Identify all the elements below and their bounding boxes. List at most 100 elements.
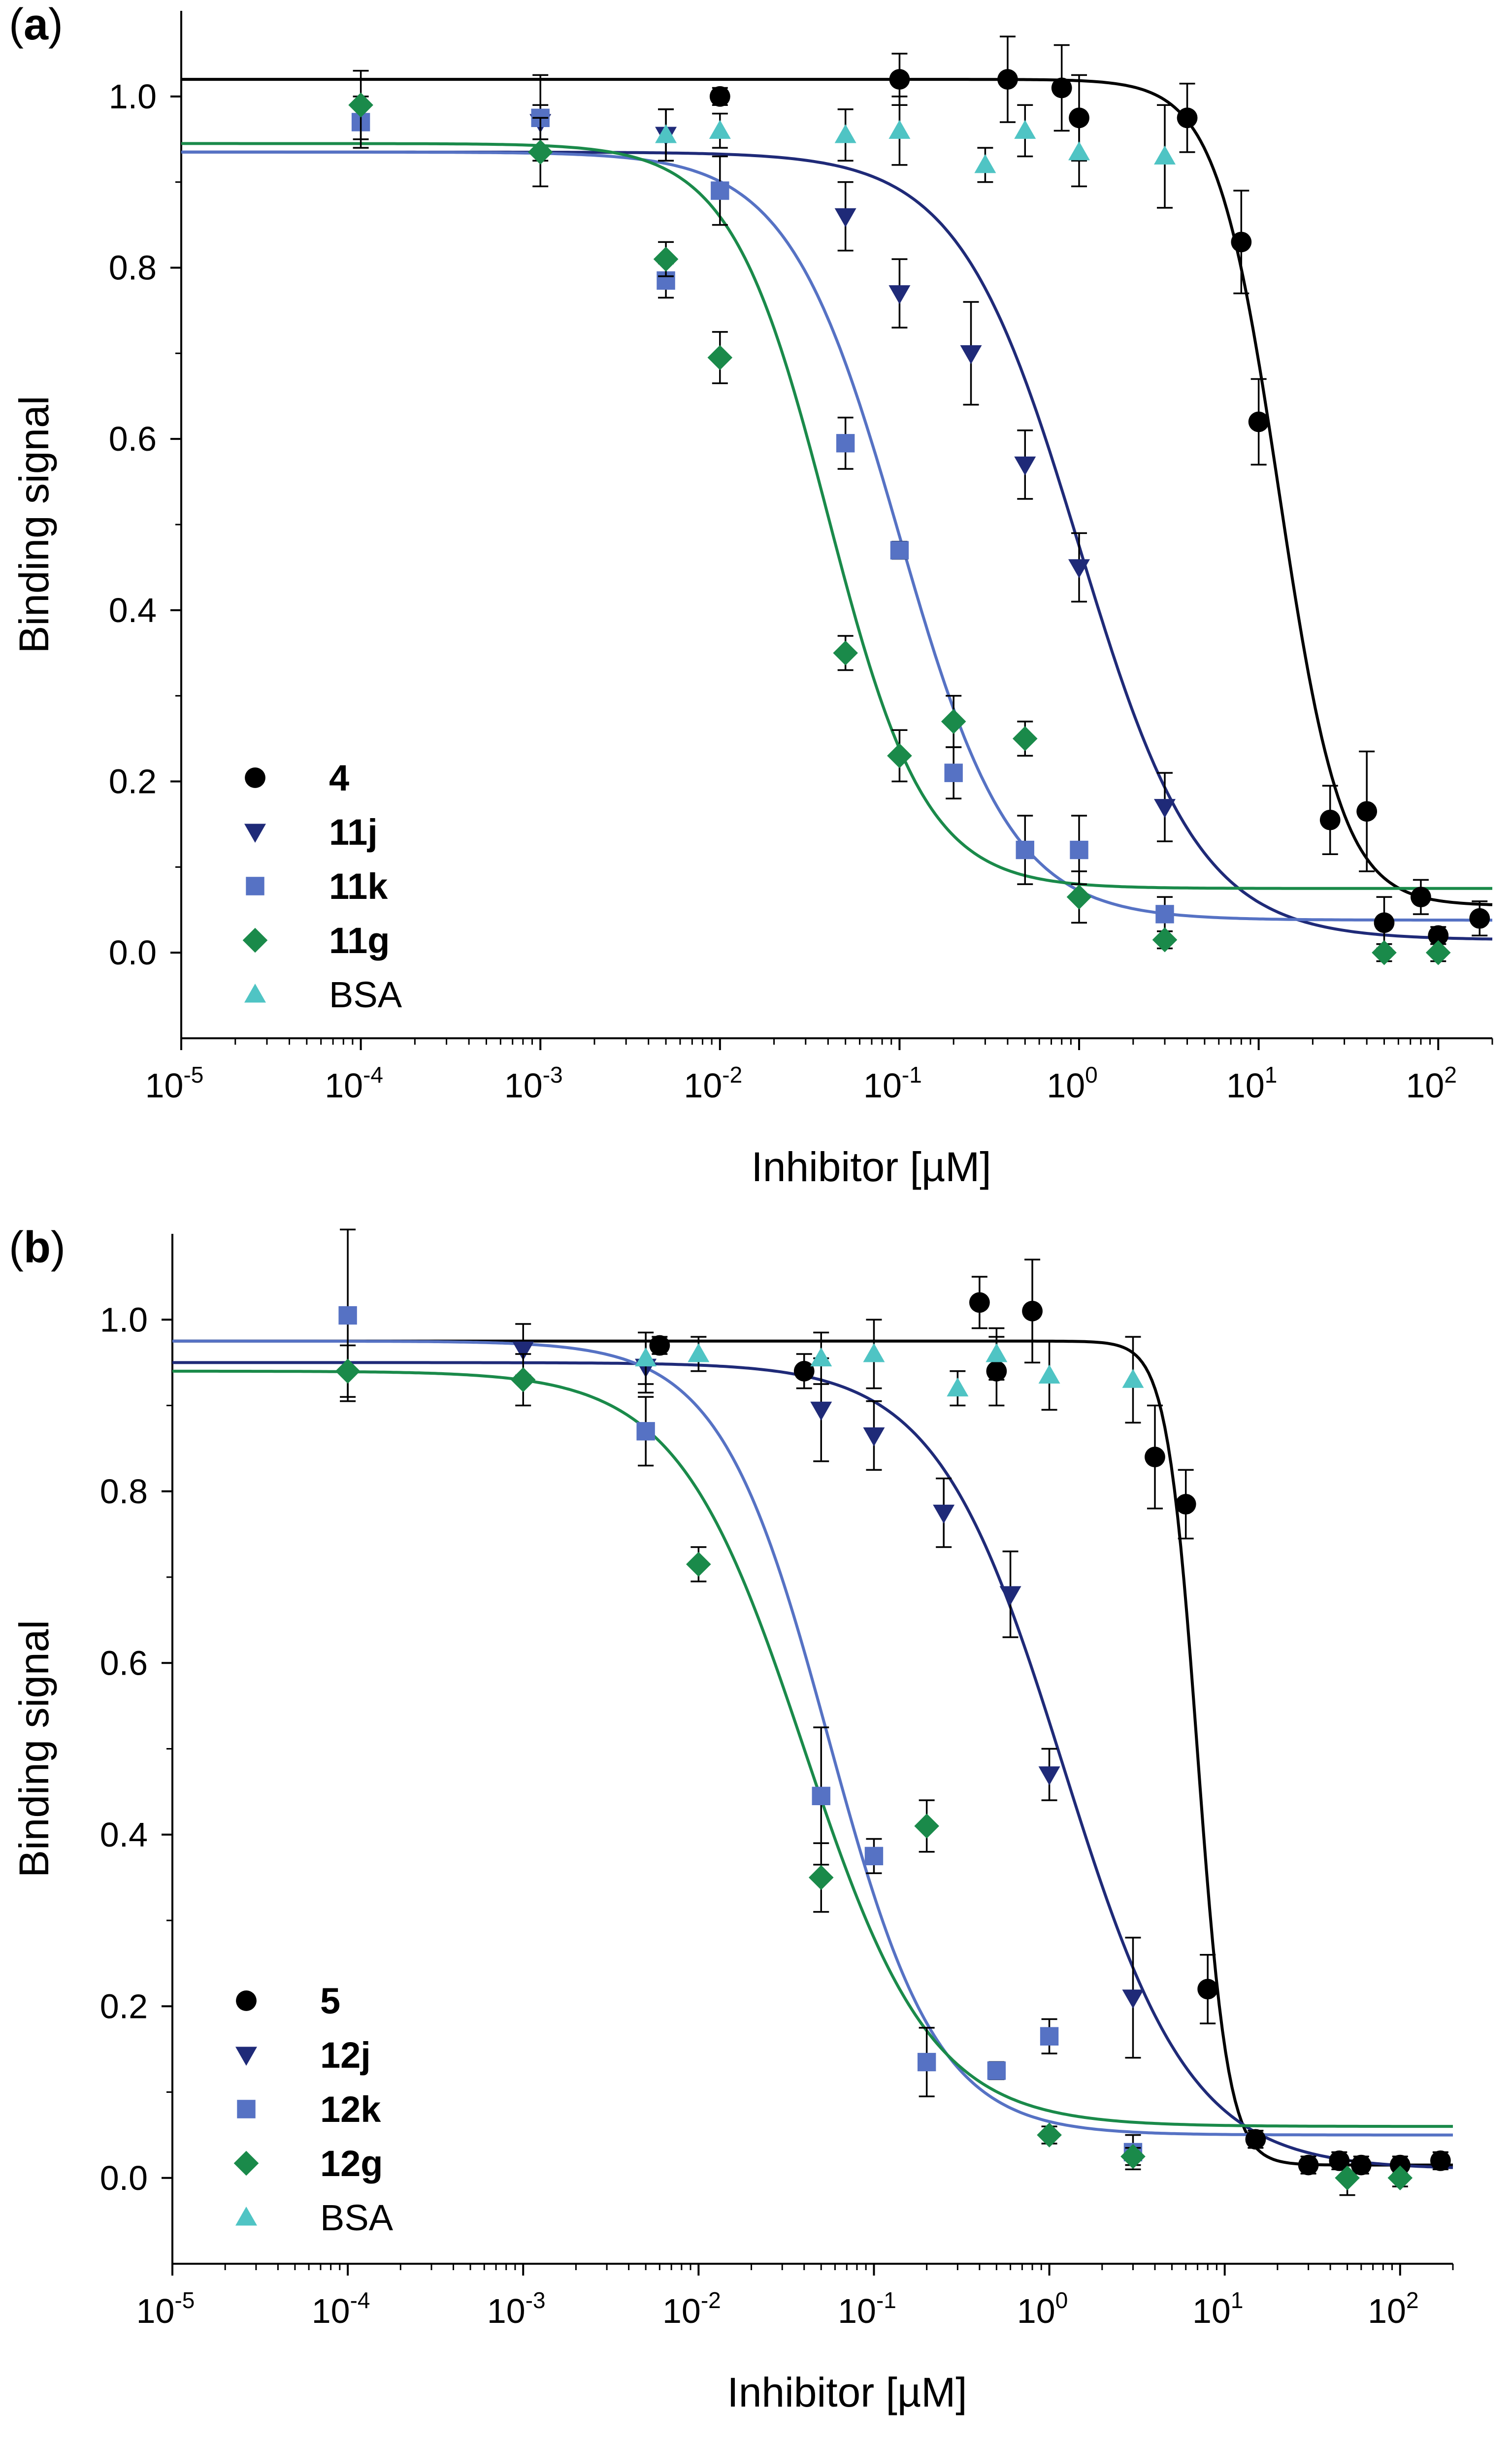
data-point-12k	[917, 2052, 936, 2072]
data-point-5	[1298, 2154, 1319, 2176]
data-point-12g	[1387, 2165, 1413, 2191]
data-point-5	[793, 1360, 815, 1382]
data-point-12g	[1037, 2122, 1062, 2148]
fit-curve-12j	[172, 1361, 1453, 2169]
data-point-11g	[707, 345, 733, 370]
data-point-5	[1350, 2154, 1372, 2176]
x-tick-base: 10	[325, 1066, 363, 1105]
x-tick-label: 10-4	[325, 1062, 383, 1105]
data-point-5	[1175, 1493, 1196, 1515]
x-tick-exponent: -5	[183, 1062, 203, 1088]
x-tick-label: 10-5	[136, 2287, 195, 2330]
x-tick-label: 10-1	[863, 1062, 922, 1105]
data-point-BSA	[709, 120, 731, 139]
fit-curve-12g	[172, 1369, 1453, 2128]
x-tick-label: 101	[1192, 2287, 1243, 2330]
x-tick-base: 10	[312, 2292, 350, 2330]
x-tick-base: 10	[145, 1066, 184, 1105]
x-tick-exponent: 0	[1085, 1062, 1098, 1088]
y-tick-label: 0.6	[109, 420, 157, 458]
data-point-5	[649, 1335, 670, 1356]
data-point-11k	[1016, 840, 1034, 859]
data-point-11g	[1372, 940, 1397, 965]
data-point-5	[1145, 1447, 1165, 1467]
x-tick-base: 10	[863, 1066, 902, 1105]
data-point-12j	[933, 1504, 955, 1524]
x-tick-label: 101	[1226, 1062, 1277, 1105]
data-point-4	[1177, 107, 1198, 129]
legend-label-12k: 12k	[320, 2089, 381, 2130]
x-tick-base: 10	[1192, 2292, 1231, 2330]
x-tick-exponent: -4	[350, 2287, 370, 2313]
x-tick-label: 10-3	[504, 1062, 563, 1105]
data-point-BSA	[863, 1343, 885, 1362]
x-tick-exponent: -2	[722, 1062, 742, 1088]
y-tick-label: 0.4	[100, 1816, 148, 1854]
data-point-11j	[1153, 799, 1176, 818]
data-point-BSA	[1068, 141, 1090, 161]
data-point-12j	[810, 1401, 832, 1421]
data-point-5	[1022, 1300, 1043, 1322]
y-tick-label: 0.8	[100, 1472, 148, 1511]
y-tick-label: 0.8	[109, 249, 157, 287]
x-tick-exponent: -3	[543, 1062, 563, 1088]
data-point-BSA	[947, 1377, 969, 1397]
data-point-11j	[960, 345, 982, 364]
data-point-BSA	[1153, 145, 1176, 165]
panel-label-paren: (	[9, 0, 24, 49]
data-point-BSA	[655, 124, 677, 143]
legend-marker-BSA	[244, 984, 266, 1003]
data-point-BSA	[1122, 1369, 1144, 1388]
x-tick-label: 10-2	[684, 1062, 742, 1105]
x-tick-base: 10	[504, 1066, 543, 1105]
data-point-4	[1319, 809, 1341, 830]
x-tick-exponent: 1	[1231, 2287, 1244, 2313]
data-point-12g	[1120, 2144, 1146, 2169]
legend-marker-11g	[242, 927, 268, 953]
data-point-12g	[510, 1367, 536, 1392]
data-point-4	[1356, 801, 1378, 822]
legend-label-BSA: BSA	[329, 974, 402, 1015]
x-tick-exponent: 2	[1444, 1062, 1457, 1088]
data-point-12j	[863, 1427, 885, 1447]
y-tick-label: 1.0	[100, 1300, 148, 1339]
x-tick-exponent: -5	[174, 2287, 195, 2313]
panel-label-paren: (	[9, 1223, 24, 1272]
y-tick-label: 0.2	[100, 1987, 148, 2025]
fit-curve-11g	[181, 142, 1492, 890]
data-point-11g	[833, 640, 858, 666]
data-point-11j	[834, 208, 856, 228]
data-point-5	[1430, 2150, 1451, 2171]
panel-label-letter: b	[24, 1223, 51, 1272]
data-point-BSA	[635, 1347, 657, 1367]
data-point-5	[1197, 1979, 1218, 2000]
data-point-11g	[887, 743, 912, 768]
legend-marker-5	[236, 1990, 257, 2011]
x-tick-label: 100	[1047, 1062, 1097, 1105]
x-tick-label: 10-2	[662, 2287, 721, 2330]
data-point-11g	[1066, 884, 1092, 910]
panel-b: 0.00.20.40.60.81.010-5 10-4 10-3 10-2 10-1 10…	[9, 1223, 1454, 2415]
data-point-4	[1469, 908, 1490, 929]
panel-label-paren: )	[51, 1223, 66, 1272]
data-point-11j	[1068, 559, 1090, 578]
data-point-5	[969, 1292, 990, 1313]
legend-label-11k: 11k	[329, 866, 388, 907]
data-point-11k	[944, 763, 963, 782]
panel-label-paren: )	[48, 0, 63, 49]
x-tick-label: 10-3	[487, 2287, 546, 2330]
x-tick-base: 10	[1226, 1066, 1265, 1105]
x-tick-exponent: -4	[363, 1062, 383, 1088]
legend-label-12g: 12g	[320, 2143, 383, 2184]
data-point-BSA	[888, 120, 911, 139]
data-point-11g	[1012, 726, 1038, 751]
data-point-BSA	[688, 1343, 710, 1362]
x-tick-exponent: 2	[1406, 2287, 1419, 2313]
data-point-11g	[1152, 927, 1178, 953]
data-point-12k	[636, 1422, 655, 1441]
legend-marker-BSA	[235, 2207, 257, 2226]
data-point-12j	[1038, 1766, 1060, 1785]
legend-marker-11k	[246, 877, 264, 895]
data-point-12g	[1335, 2165, 1360, 2191]
x-tick-exponent: -2	[701, 2287, 721, 2313]
